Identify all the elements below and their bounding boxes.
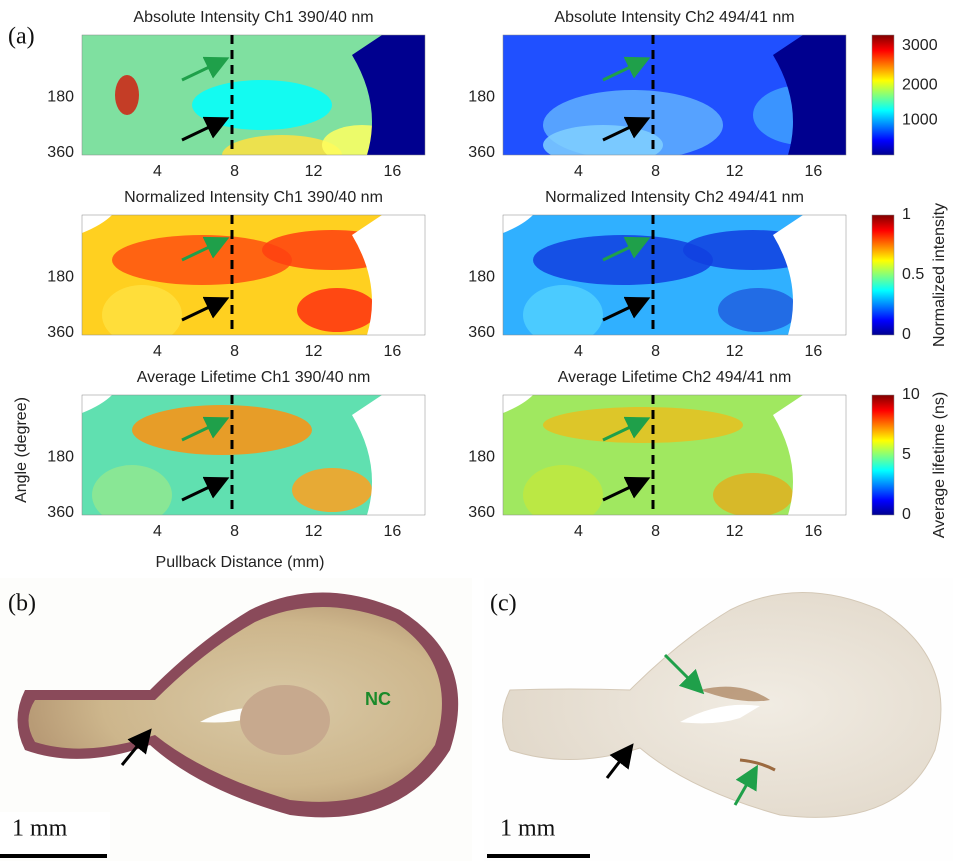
colorbar-tick-label: 3000 (902, 37, 938, 54)
colorbar-tick-label: 2000 (902, 77, 938, 94)
x-tick-label: 8 (651, 523, 660, 540)
heatmap-panel: Absolute Intensity Ch2 494/41 nm 4 8 12 16 18… (468, 9, 853, 180)
colorbar-tick-label: 10 (902, 386, 920, 403)
x-tick-label: 12 (305, 163, 323, 180)
x-tick-label: 4 (153, 523, 162, 540)
colorbar-tick-label: 1000 (902, 111, 938, 128)
y-tick-label: 180 (47, 449, 74, 466)
heatmap-blob (713, 473, 793, 517)
heatmap-blob (132, 405, 312, 455)
y-axis-label: Angle (degree) (13, 397, 30, 503)
heatmap-blob (292, 468, 372, 512)
heatmap-blob (115, 75, 139, 115)
annotation: NC (365, 689, 391, 709)
colorbar-tick-label: 0 (902, 506, 911, 523)
heatmap-title: Average Lifetime Ch2 494/41 nm (558, 369, 792, 386)
y-tick-label: 360 (47, 504, 74, 521)
x-tick-label: 16 (384, 523, 402, 540)
y-tick-label: 360 (47, 324, 74, 341)
y-tick-label: 360 (468, 324, 495, 341)
heatmap-title: Normalized Intensity Ch1 390/40 nm (124, 189, 383, 206)
heatmap-panel: Average Lifetime Ch2 494/41 nm 4 8 12 16 180 3… (468, 369, 846, 540)
heatmap-panel: Normalized Intensity Ch1 390/40 nm 4 8 12 16… (47, 189, 425, 360)
scale-bar-label: 1 mm (500, 816, 556, 842)
colorbar-tick-label: 5 (902, 446, 911, 463)
heatmap-blob (112, 235, 292, 285)
heatmap (82, 35, 452, 175)
x-tick-label: 8 (651, 163, 660, 180)
heatmap-blob (102, 285, 182, 345)
scale-bar-label: 1 mm (12, 816, 68, 842)
y-tick-label: 360 (47, 144, 74, 161)
heatmap-panel: Normalized Intensity Ch2 494/41 nm 4 8 12 16… (468, 189, 846, 360)
x-tick-label: 12 (726, 523, 744, 540)
x-tick-label: 8 (230, 343, 239, 360)
heatmap-title: Normalized Intensity Ch2 494/41 nm (545, 189, 804, 206)
x-tick-label: 12 (726, 343, 744, 360)
heatmap-panel: Absolute Intensity Ch1 390/40 nm 4 8 12 16 18… (47, 9, 452, 180)
x-tick-label: 16 (805, 163, 823, 180)
y-tick-label: 180 (468, 449, 495, 466)
y-tick-label: 180 (468, 269, 495, 286)
heatmap-blob (543, 125, 663, 165)
x-tick-label: 16 (384, 343, 402, 360)
y-tick-label: 360 (468, 144, 495, 161)
y-tick-label: 180 (47, 89, 74, 106)
colorbar-tick-label: 1 (902, 206, 911, 223)
x-tick-label: 4 (574, 163, 583, 180)
heatmap-title: Absolute Intensity Ch1 390/40 nm (133, 9, 373, 26)
panel-label: (b) (8, 591, 36, 617)
histology-b: NC (b) 1 mm (0, 578, 472, 861)
panel-label: (a) (8, 24, 35, 50)
heatmap-blob (92, 465, 172, 525)
y-tick-label: 180 (468, 89, 495, 106)
x-tick-label: 12 (305, 343, 323, 360)
heatmap-blob (297, 288, 377, 332)
x-tick-label: 16 (384, 163, 402, 180)
x-tick-label: 12 (726, 163, 744, 180)
colorbar (872, 35, 894, 155)
x-tick-label: 12 (305, 523, 323, 540)
colorbar-tick-label: 0.5 (902, 266, 924, 283)
colorbar-tick-label: 0 (902, 326, 911, 343)
heatmap (503, 215, 846, 345)
heatmap (503, 395, 846, 525)
heatmap-blob (718, 288, 798, 332)
panel-label: (c) (490, 591, 517, 617)
heatmap-blob (523, 285, 603, 345)
heatmap (503, 35, 853, 165)
x-axis-label: Pullback Distance (mm) (156, 554, 325, 571)
colorbar (872, 395, 894, 515)
x-tick-label: 16 (805, 523, 823, 540)
x-tick-label: 16 (805, 343, 823, 360)
colorbar-label: Average lifetime (ns) (931, 392, 948, 538)
heatmap-blob (523, 465, 603, 525)
heatmap (82, 215, 425, 345)
heatmap-blob (543, 407, 743, 443)
x-tick-label: 4 (153, 163, 162, 180)
heatmap-panel: Average Lifetime Ch1 390/40 nm 4 8 12 16 180 3… (47, 369, 425, 540)
x-tick-label: 4 (153, 343, 162, 360)
x-tick-label: 8 (230, 163, 239, 180)
figure: (a) NC (b) 1 mm (c) 1 mm Pullback Distan… (0, 0, 953, 861)
y-tick-label: 360 (468, 504, 495, 521)
heatmap-blob (192, 80, 332, 130)
heatmap-blob (533, 235, 713, 285)
heatmap (82, 395, 425, 525)
y-tick-label: 180 (47, 269, 74, 286)
x-tick-label: 4 (574, 523, 583, 540)
x-tick-label: 8 (651, 343, 660, 360)
histology-c: (c) 1 mm (484, 578, 953, 861)
x-tick-label: 4 (574, 343, 583, 360)
x-tick-label: 8 (230, 523, 239, 540)
colorbar-label: Normalized intensity (931, 203, 948, 347)
heatmap-title: Average Lifetime Ch1 390/40 nm (137, 369, 371, 386)
colorbar (872, 215, 894, 335)
heatmap-title: Absolute Intensity Ch2 494/41 nm (554, 9, 794, 26)
